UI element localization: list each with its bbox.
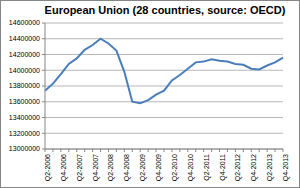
svg-text:Q2-2008: Q2-2008 (107, 154, 115, 181)
svg-text:Q2-2007: Q2-2007 (76, 154, 84, 181)
html-text:European Union (28 countries,: European Union (28 countries, source: OE… (44, 4, 286, 16)
svg-text:14600000: 14600000 (9, 19, 40, 26)
svg-text:14200000: 14200000 (9, 51, 40, 58)
svg-text:Q2-2006: Q2-2006 (44, 154, 52, 181)
svg-text:14000000: 14000000 (9, 67, 40, 74)
svg-text:13200000: 13200000 (9, 130, 40, 137)
svg-text:13400000: 13400000 (9, 114, 40, 121)
svg-text:Q4-2011: Q4-2011 (219, 154, 227, 181)
svg-text:14400000: 14400000 (9, 35, 40, 42)
svg-text:13800000: 13800000 (9, 82, 40, 89)
svg-text:Q4-2008: Q4-2008 (123, 154, 131, 181)
svg-text:Q4-2013: Q4-2013 (282, 154, 290, 181)
svg-text:13000000: 13000000 (9, 145, 40, 152)
svg-text:Q4-2009: Q4-2009 (155, 154, 163, 181)
svg-text:Q4-2007: Q4-2007 (92, 154, 100, 181)
svg-text:13600000: 13600000 (9, 98, 40, 105)
svg-text:Q2-2010: Q2-2010 (171, 154, 179, 181)
svg-text:Q2-2012: Q2-2012 (234, 154, 242, 181)
svg-text:Q2-2011: Q2-2011 (203, 154, 211, 181)
svg-text:Q4-2006: Q4-2006 (60, 154, 68, 181)
svg-text:Q4-2012: Q4-2012 (250, 154, 258, 181)
svg-text:Q2-2009: Q2-2009 (139, 154, 147, 181)
svg-text:Q2-2013: Q2-2013 (266, 154, 274, 181)
svg-text:Q4-2010: Q4-2010 (187, 154, 195, 181)
